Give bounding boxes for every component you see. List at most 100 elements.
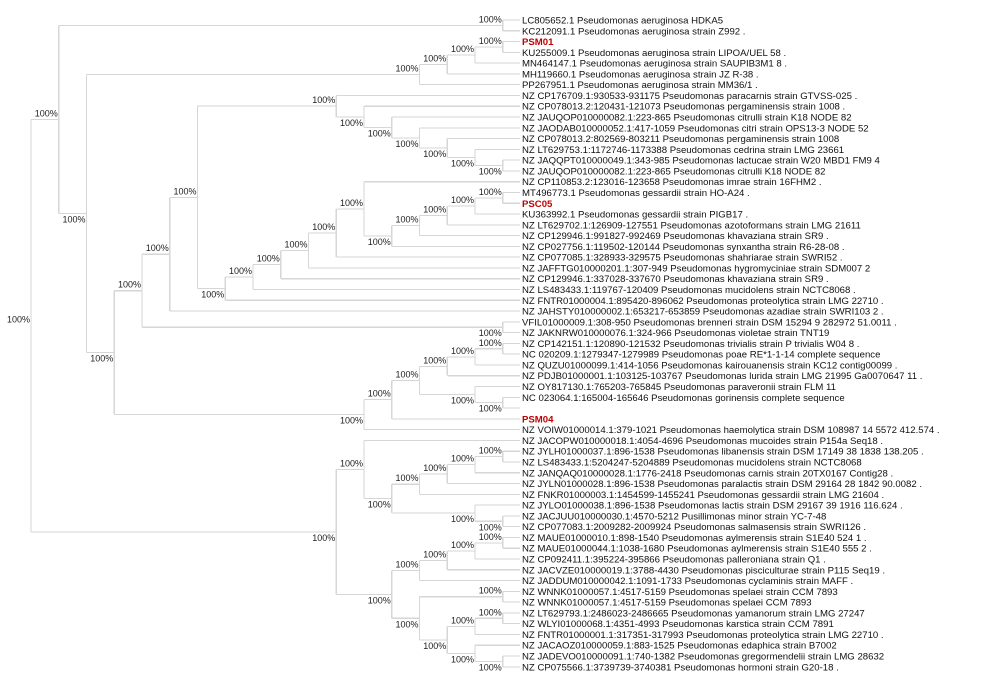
bootstrap-support-label: 100%	[479, 187, 502, 197]
taxon-label: NZ CP092411.1:395224-395866 Pseudomonas …	[522, 555, 826, 566]
taxon-label: NZ LS483433.1:119767-120409 Pseudomonas …	[522, 285, 856, 296]
taxon-label: NZ MAUE01000044.1:1038-1680 Pseudomonas …	[522, 544, 872, 555]
taxon-label: NZ FNTR01000001.1:317351-317993 Pseudomo…	[522, 630, 884, 641]
bootstrap-support-label: 100%	[340, 118, 363, 128]
bootstrap-support-label: 100%	[451, 396, 474, 406]
taxon-label: NZ CP142151.1:120890-121532 Pseudomonas …	[522, 339, 859, 350]
taxon-label: NZ VOIW01000014.1:379-1021 Pseudomonas h…	[522, 425, 940, 436]
taxon-label: NZ CP078013.2:802569-803211 Pseudomonas …	[522, 134, 839, 145]
bootstrap-support-labels: 100% 100% 100% 100% 100% 100% 100% 100% 100% 100%…	[7, 14, 502, 672]
bootstrap-support-label: 100%	[173, 186, 196, 196]
bootstrap-support-label: 100%	[423, 549, 446, 559]
highlighted-isolate-label: PSC05	[522, 199, 553, 210]
bootstrap-support-label: 100%	[312, 533, 335, 543]
bootstrap-support-label: 100%	[62, 215, 85, 225]
bootstrap-support-label: 100%	[368, 128, 391, 138]
bootstrap-support-label: 100%	[451, 44, 474, 54]
taxon-label: NZ JACJUU010000030.1:4570-5212 Pusillimo…	[522, 511, 826, 522]
bootstrap-support-label: 100%	[368, 389, 391, 399]
bootstrap-support-label: 100%	[479, 36, 502, 46]
bootstrap-support-label: 100%	[395, 139, 418, 149]
taxon-label: NZ OY817130.1:765203-765845 Pseudomonas …	[522, 382, 836, 393]
taxon-label: NZ JANQAQ010000028.1:1776-2418 Pseudomon…	[522, 468, 893, 479]
bootstrap-support-label: 100%	[423, 641, 446, 651]
bootstrap-support-label: 100%	[423, 463, 446, 473]
bootstrap-support-label: 100%	[146, 243, 169, 253]
bootstrap-support-label: 100%	[423, 204, 446, 214]
bootstrap-support-label: 100%	[395, 619, 418, 629]
taxon-label: LC805652.1 Pseudomonas aeruginosa HDKA5	[522, 16, 723, 27]
highlighted-isolate-label: PSM04	[522, 414, 554, 425]
bootstrap-support-label: 100%	[229, 266, 252, 276]
bootstrap-support-label: 100%	[395, 64, 418, 74]
taxon-label: NZ MAUE01000010.1:898-1540 Pseudomonas a…	[522, 533, 867, 544]
taxon-label: NZ CP075566.1:3739739-3740381 Pseudomona…	[522, 662, 839, 673]
taxon-label: NZ CP176709.1:930533-931175 Pseudomonas …	[522, 91, 857, 102]
bootstrap-support-label: 100%	[423, 53, 446, 63]
taxon-label: NZ JYLH01000037.1:896-1538 Pseudomonas l…	[522, 447, 924, 458]
taxon-label: KU363992.1 Pseudomonas gessardii strain …	[522, 210, 748, 221]
taxon-label: NZ JAFFTG010000201.1:307-949 Pseudomonas…	[522, 263, 870, 274]
taxon-label: MH119660.1 Pseudomonas aeruginosa strain…	[522, 69, 759, 80]
bootstrap-support-label: 100%	[479, 338, 502, 348]
bootstrap-support-label: 100%	[340, 198, 363, 208]
highlighted-isolate-label: PSM01	[522, 37, 554, 48]
taxon-label: NZ QUZU01000099.1:414-1056 Pseudomonas k…	[522, 360, 897, 371]
bootstrap-support-label: 100%	[479, 404, 502, 414]
taxon-label: NZ WNNK01000057.1:4517-5159 Pseudomonas …	[522, 598, 812, 609]
bootstrap-support-label: 100%	[340, 416, 363, 426]
taxon-label: MN464147.1 Pseudomonas aeruginosa strain…	[522, 59, 787, 70]
bootstrap-support-label: 100%	[257, 254, 280, 264]
bootstrap-support-label: 100%	[201, 290, 224, 300]
bootstrap-support-label: 100%	[340, 459, 363, 469]
bootstrap-support-label: 100%	[451, 514, 474, 524]
bootstrap-support-label: 100%	[368, 595, 391, 605]
leaf-labels: LC805652.1 Pseudomonas aeruginosa HDKA5K…	[522, 16, 940, 674]
bootstrap-support-label: 100%	[7, 315, 30, 325]
bootstrap-support-label: 100%	[118, 280, 141, 290]
taxon-label: KC212091.1 Pseudomonas aeruginosa strain…	[522, 26, 745, 37]
bootstrap-support-label: 100%	[479, 586, 502, 596]
taxon-label: NZ JACVZE010000019.1:3788-4430 Pseudomon…	[522, 565, 885, 576]
taxon-label: NZ LS483433.1:5204247-5204889 Pseudomona…	[522, 457, 862, 468]
taxon-label: NZ CP129946.1:337028-337670 Pseudomonas …	[522, 274, 829, 285]
bootstrap-support-label: 100%	[423, 355, 446, 365]
taxon-label: NZ CP078013.2:120431-121073 Pseudomonas …	[522, 102, 845, 113]
bootstrap-support-label: 100%	[479, 14, 502, 24]
taxon-label: NZ JAQQPT010000049.1:343-985 Pseudomonas…	[522, 156, 880, 167]
taxon-label: NZ LT629753.1:1172746-1173388 Pseudomona…	[522, 145, 844, 156]
taxon-label: NZ CP129946.1:991827-992469 Pseudomonas …	[522, 231, 829, 242]
taxon-label: NZ JYLO01000038.1:896-1538 Pseudomonas l…	[522, 501, 903, 512]
taxon-label: NZ JAHSTY010000002.1:653217-653859 Pseud…	[522, 307, 884, 318]
bootstrap-support-label: 100%	[479, 662, 502, 672]
bootstrap-support-label: 100%	[479, 522, 502, 532]
taxon-label: NZ JACAOZ010000059.1:883-1525 Pseudomona…	[522, 641, 837, 652]
bootstrap-support-label: 100%	[451, 615, 474, 625]
bootstrap-support-label: 100%	[451, 195, 474, 205]
bootstrap-support-label: 100%	[368, 237, 391, 247]
bootstrap-support-label: 100%	[479, 328, 502, 338]
taxon-label: NZ CP027756.1:119502-120144 Pseudomonas …	[522, 242, 845, 253]
bootstrap-support-label: 100%	[312, 95, 335, 105]
taxon-label: NZ FNKR01000003.1:1454599-1455241 Pseudo…	[522, 490, 884, 501]
taxon-label: NZ CP077083.1:2009282-2009924 Pseudomona…	[522, 522, 866, 533]
taxon-label: NZ JAUQOP010000082.1:223-865 Pseudomonas…	[522, 166, 825, 177]
taxon-label: NZ JAUQOP010000082.1:223-865 Pseudomonas…	[522, 113, 852, 124]
taxon-label: NZ CP077085.1:328933-329575 Pseudomonas …	[522, 253, 843, 264]
bootstrap-support-label: 100%	[451, 454, 474, 464]
bootstrap-support-label: 100%	[451, 158, 474, 168]
bootstrap-support-label: 100%	[423, 149, 446, 159]
taxon-label: NZ FNTR01000004.1:895420-896062 Pseudomo…	[522, 296, 884, 307]
taxon-label: NZ PDJB01000001.1:103125-103767 Pseudomo…	[522, 371, 922, 382]
bootstrap-support-label: 100%	[312, 222, 335, 232]
taxon-label: NZ JADDUM010000042.1:1091-1733 Pseudomon…	[522, 576, 853, 587]
bootstrap-support-label: 100%	[395, 559, 418, 569]
taxon-label: KU255009.1 Pseudomonas aeruginosa strain…	[522, 48, 786, 59]
taxon-label: NZ WLYI01000068.1:4351-4993 Pseudomonas …	[522, 619, 834, 630]
bootstrap-support-label: 100%	[35, 109, 58, 119]
taxon-label: NZ JAODAB010000052.1:417-1059 Pseudomona…	[522, 123, 869, 134]
bootstrap-support-label: 100%	[451, 346, 474, 356]
bootstrap-support-label: 100%	[479, 607, 502, 617]
taxon-label: NZ LT629793.1:2486023-2486665 Pseudomona…	[522, 608, 865, 619]
